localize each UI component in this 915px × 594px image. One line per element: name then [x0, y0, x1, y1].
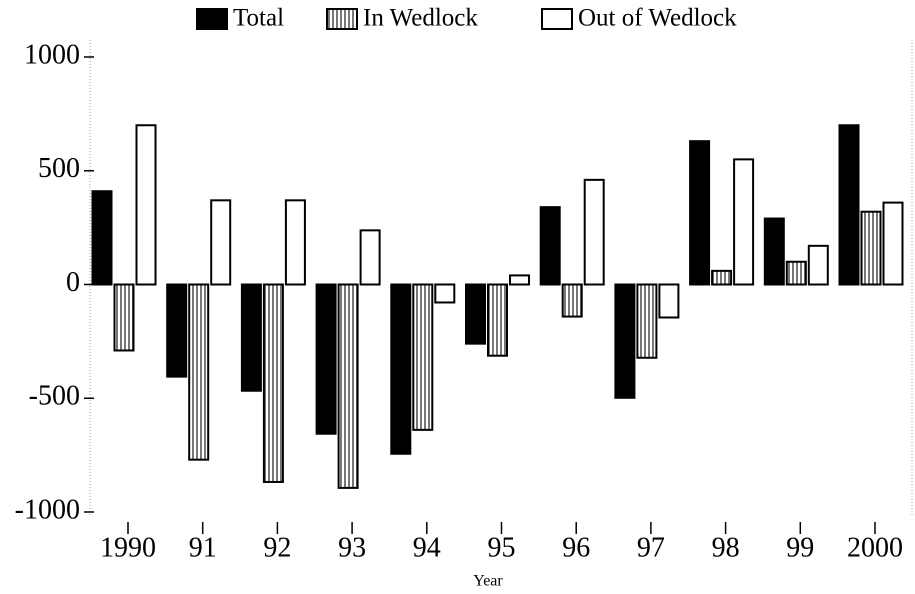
bar	[91, 190, 113, 286]
bar	[763, 217, 785, 286]
legend-swatch	[196, 8, 228, 30]
bar	[882, 201, 904, 286]
legend-label: Out of Wedlock	[578, 5, 737, 32]
bar	[785, 260, 807, 286]
legend-swatch	[326, 8, 358, 30]
x-tick-label: 1990	[100, 532, 156, 563]
bar	[113, 283, 135, 352]
bar	[262, 283, 284, 483]
bar	[614, 283, 636, 399]
bar	[539, 206, 561, 286]
legend-swatch	[541, 8, 573, 30]
bar	[337, 283, 359, 489]
bar	[284, 199, 306, 286]
bar	[689, 140, 711, 286]
bar	[658, 283, 680, 319]
bar	[188, 283, 210, 461]
bar	[412, 283, 434, 431]
bar	[240, 283, 262, 392]
bar	[711, 269, 733, 286]
x-tick-label: 2000	[847, 532, 903, 563]
bar	[135, 124, 157, 286]
bar	[838, 124, 860, 286]
bar	[359, 229, 381, 286]
x-tick-label: 93	[338, 532, 366, 563]
x-tick-label: 97	[637, 532, 665, 563]
bar	[465, 283, 486, 345]
legend-label: Total	[233, 5, 284, 32]
x-tick-label: 94	[413, 532, 441, 563]
y-tick-label: 0	[66, 267, 80, 298]
x-tick-label: 99	[786, 532, 814, 563]
bar	[509, 274, 530, 286]
bar	[315, 283, 337, 435]
legend-label: In Wedlock	[363, 5, 478, 32]
bar	[210, 199, 232, 286]
bar	[636, 283, 658, 359]
x-tick-label: 92	[263, 532, 291, 563]
x-axis-label: Year	[473, 573, 503, 590]
x-tick-label: 98	[712, 532, 740, 563]
bar	[166, 283, 188, 378]
x-tick-label: 96	[562, 532, 590, 563]
y-tick-label: -1000	[15, 494, 80, 525]
y-tick-label: 1000	[24, 39, 80, 70]
x-tick-label: 91	[189, 532, 217, 563]
y-tick-label: 500	[38, 153, 80, 184]
bar	[583, 178, 605, 286]
bar	[733, 158, 755, 286]
bar	[860, 210, 882, 286]
bar	[807, 244, 829, 286]
bar	[561, 283, 583, 318]
bar	[390, 283, 412, 455]
y-tick-label: -500	[29, 381, 80, 412]
x-tick-label: 95	[488, 532, 516, 563]
bar	[487, 283, 508, 357]
bar	[434, 283, 456, 304]
